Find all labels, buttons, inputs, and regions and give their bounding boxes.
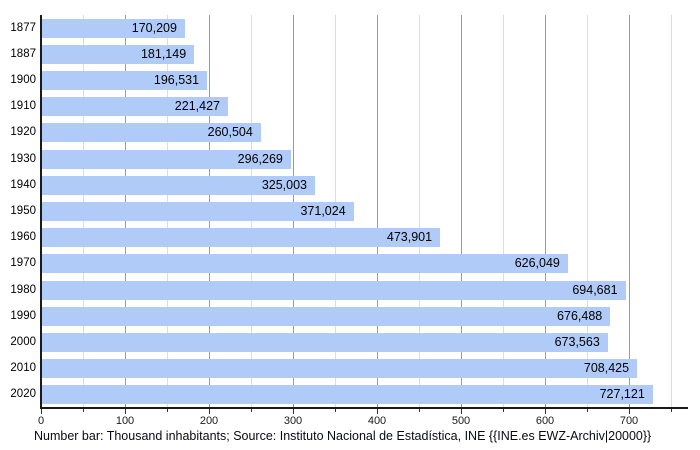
- bar: 626,049: [42, 254, 568, 274]
- minor-tick: [671, 409, 672, 412]
- bar: 708,425: [42, 359, 638, 379]
- y-axis-line: [40, 15, 42, 409]
- minor-tick: [503, 409, 504, 412]
- major-gridline: [545, 15, 546, 408]
- category-label: 1980: [10, 283, 36, 296]
- category-label: 1960: [10, 231, 36, 244]
- major-gridline: [461, 15, 462, 408]
- major-tick: [209, 409, 210, 414]
- x-tick-label: 500: [451, 415, 471, 427]
- major-gridline: [629, 15, 630, 408]
- bar: 296,269: [42, 149, 291, 169]
- bar: 676,488: [42, 306, 611, 326]
- x-tick-label: 0: [37, 415, 45, 427]
- minor-tick: [83, 409, 84, 412]
- major-tick: [545, 409, 546, 414]
- bar: 371,024: [42, 202, 354, 221]
- minor-gridline: [671, 15, 672, 408]
- category-label: 1970: [10, 257, 36, 270]
- category-label: 1940: [10, 178, 36, 191]
- minor-tick: [335, 409, 336, 412]
- minor-gridline: [503, 15, 504, 408]
- x-tick-label: 700: [619, 415, 639, 427]
- minor-tick: [419, 409, 420, 412]
- category-label: 1990: [10, 309, 36, 322]
- bar: 673,563: [42, 333, 608, 352]
- major-tick: [125, 409, 126, 414]
- bar: 170,209: [42, 18, 185, 38]
- category-label: 1920: [10, 126, 36, 139]
- minor-tick: [167, 409, 168, 412]
- major-tick: [461, 409, 462, 414]
- x-tick-label: 600: [535, 415, 555, 427]
- bar: 260,504: [42, 123, 261, 143]
- bar: 196,531: [42, 71, 208, 90]
- bar: 325,003: [42, 175, 315, 195]
- major-tick: [377, 409, 378, 414]
- chart-caption: Number bar: Thousand inhabitants; Source…: [34, 429, 652, 443]
- x-tick-label: 400: [367, 415, 387, 427]
- bar: 694,681: [42, 280, 626, 300]
- category-label: 1900: [10, 74, 36, 86]
- major-gridline: [377, 15, 378, 408]
- x-tick-label: 300: [283, 415, 303, 427]
- major-tick: [41, 409, 42, 414]
- major-tick: [293, 409, 294, 414]
- minor-tick: [587, 409, 588, 412]
- x-tick-label: 100: [115, 415, 135, 427]
- category-label: 2000: [10, 336, 36, 348]
- category-label: 1910: [10, 100, 36, 113]
- x-tick-label: 200: [199, 415, 219, 427]
- x-axis-line: [40, 407, 688, 409]
- bar: 181,149: [42, 44, 195, 64]
- minor-tick: [251, 409, 252, 412]
- bar: 727,121: [42, 385, 653, 405]
- major-tick: [629, 409, 630, 414]
- category-label: 1887: [10, 47, 36, 60]
- minor-gridline: [587, 15, 588, 408]
- category-label: 2010: [10, 362, 36, 375]
- bar: 221,427: [42, 97, 228, 117]
- category-label: 1877: [10, 21, 36, 34]
- category-label: 2020: [10, 388, 36, 401]
- category-label: 1950: [10, 205, 36, 217]
- bar: 473,901: [42, 228, 441, 248]
- category-label: 1930: [10, 152, 36, 165]
- minor-gridline: [419, 15, 420, 408]
